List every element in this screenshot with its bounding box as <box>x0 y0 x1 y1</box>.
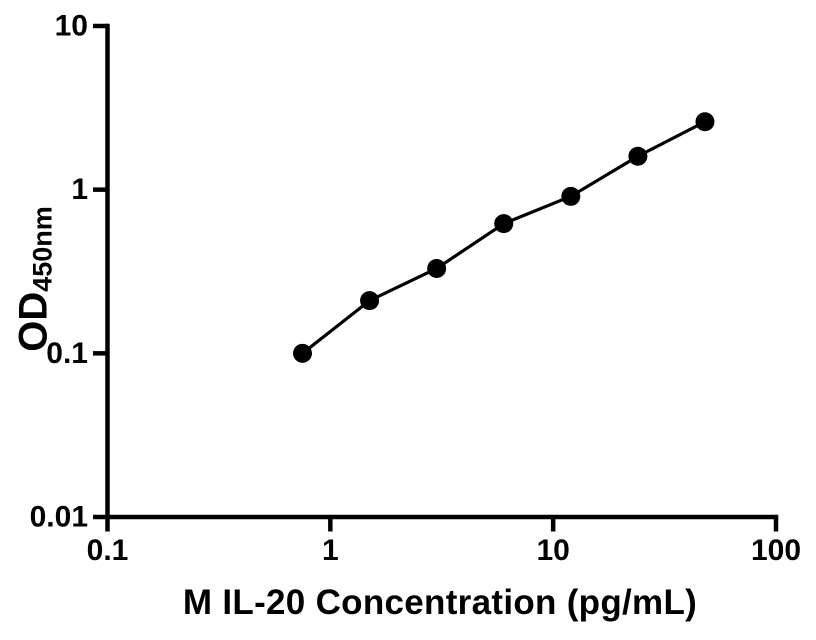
x-tick-label: 0.1 <box>87 534 129 567</box>
y-axis-title: OD450nm <box>11 206 58 352</box>
data-point <box>427 258 447 278</box>
y-axis-title-subscript: 450nm <box>27 206 58 292</box>
y-tick-label: 0.01 <box>30 501 88 534</box>
data-point <box>292 343 312 363</box>
data-point <box>628 146 648 166</box>
data-point <box>494 214 514 234</box>
x-tick-label: 10 <box>536 534 569 567</box>
y-tick-label: 10 <box>55 10 88 43</box>
y-axis-title-main: OD <box>11 291 56 352</box>
y-tick-label: 1 <box>71 173 88 206</box>
data-point <box>561 186 581 206</box>
x-tick-label: 1 <box>322 534 339 567</box>
data-point <box>695 112 715 132</box>
y-tick-label: 0.1 <box>46 337 88 370</box>
data-point <box>360 291 380 311</box>
x-tick-label: 100 <box>751 534 801 567</box>
x-axis-title: M IL-20 Concentration (pg/mL) <box>182 583 698 622</box>
